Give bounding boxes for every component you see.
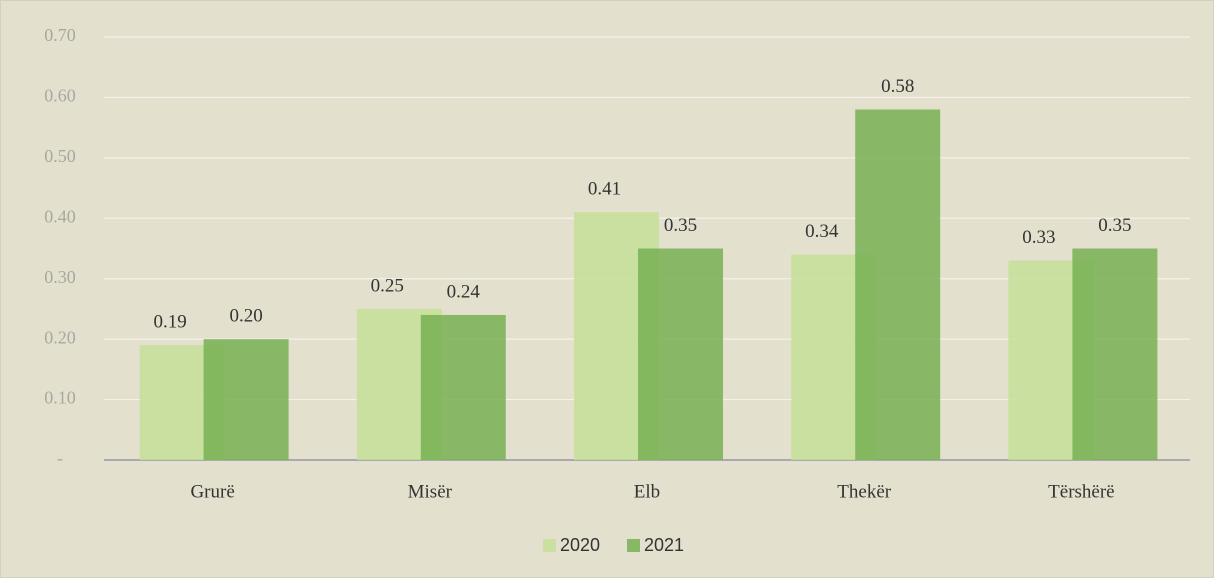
data-label: 0.25 (371, 275, 404, 296)
y-tick-label: 0.30 (44, 267, 76, 287)
y-tick-label: 0.50 (44, 146, 76, 166)
data-label: 0.20 (229, 306, 262, 327)
y-tick-label: 0.40 (44, 206, 76, 226)
data-label: 0.41 (588, 179, 621, 200)
y-tick-label: 0.10 (44, 388, 76, 408)
y-tick-label: 0.60 (44, 86, 76, 106)
bar (638, 248, 723, 460)
x-tick-label: Thekër (837, 481, 891, 502)
y-tick-label: 0.70 (44, 25, 76, 45)
bar (420, 314, 506, 460)
bar (855, 109, 941, 460)
bar (1072, 248, 1158, 460)
data-label: 0.35 (664, 215, 697, 236)
legend-label: 2020 (560, 535, 600, 555)
data-label: 0.58 (881, 76, 914, 97)
x-tick-label: Tërshërë (1048, 481, 1114, 502)
y-tick-label: - (57, 448, 63, 468)
data-label: 0.34 (805, 221, 839, 242)
x-tick-label: Misër (408, 481, 453, 502)
y-tick-label: 0.20 (44, 327, 76, 347)
x-tick-label: Elb (634, 481, 660, 502)
legend-label: 2021 (644, 535, 684, 555)
bar (203, 339, 289, 460)
x-tick-label: Grurë (190, 481, 234, 502)
data-label: 0.19 (153, 312, 186, 333)
legend-swatch (543, 539, 556, 552)
data-label: 0.24 (447, 281, 481, 302)
data-label: 0.33 (1022, 227, 1055, 248)
data-label: 0.35 (1098, 215, 1131, 236)
legend-swatch (627, 539, 640, 552)
